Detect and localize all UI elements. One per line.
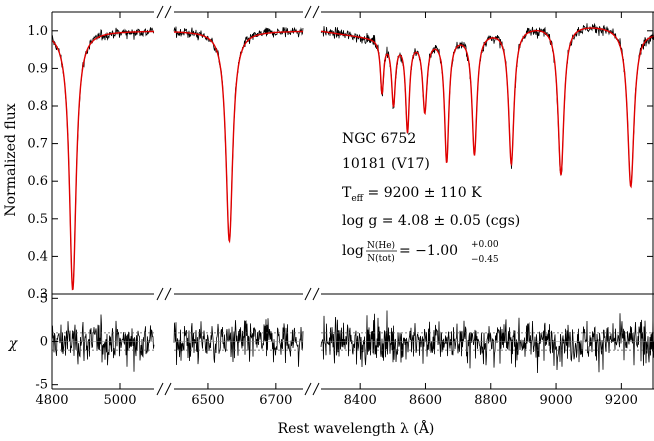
annotation-logg: log g = 4.08 ± 0.05 (cgs)	[342, 213, 520, 229]
break-mark	[304, 287, 312, 301]
parameter-annotations: NGC 6752 10181 (V17) Teff = 9200 ± 110 K…	[342, 131, 520, 265]
y-tick-label-flux: 0.5	[27, 212, 48, 227]
observed-spectrum-line	[320, 22, 654, 187]
x-tick-label: 4800	[35, 393, 68, 408]
model-spectrum-line	[320, 27, 654, 189]
y-tick-label-flux: 1.0	[27, 24, 48, 39]
residual-line	[173, 318, 304, 367]
y-tick-label-chi: -5	[35, 378, 48, 393]
abundance-minus: −0.45	[471, 255, 499, 265]
x-tick-label: 8400	[344, 393, 377, 408]
x-tick-label: 6500	[191, 393, 224, 408]
break-mark	[164, 382, 172, 396]
x-tick-label: 8600	[409, 393, 442, 408]
y-tick-label-flux: 0.7	[27, 137, 48, 152]
residual-line	[51, 314, 155, 372]
residual-line	[320, 310, 654, 374]
annotation-abundance: log N(He) N(tot) = −1.00 +0.00 −0.45	[342, 240, 499, 265]
break-mark	[156, 287, 164, 301]
break-mark	[304, 5, 312, 19]
observed-spectrum-line	[51, 27, 155, 290]
abundance-prefix: log	[342, 243, 364, 259]
observed-spectrum-line	[173, 26, 304, 241]
x-tick-label: 5000	[103, 393, 136, 408]
y-axis-title-chi: χ	[8, 336, 19, 352]
y-tick-label-flux: 0.4	[27, 249, 48, 264]
break-mark	[156, 5, 164, 19]
break-mark	[164, 5, 172, 19]
abundance-plus: +0.00	[471, 240, 499, 250]
x-axis-title: Rest wavelength λ (Å)	[278, 419, 435, 437]
break-mark	[156, 382, 164, 396]
x-tick-label: 8800	[474, 393, 507, 408]
model-spectrum-line	[174, 30, 303, 244]
break-mark	[312, 5, 320, 19]
axis-ticks: 4800 5000 6500 6700 8400 8600 8800 9000 9200 0.3 0…	[27, 12, 653, 408]
break-mark	[312, 287, 320, 301]
y-tick-label-flux: 0.9	[27, 61, 48, 76]
y-tick-label-chi: 0	[40, 335, 48, 350]
axis-break-marks	[156, 5, 320, 396]
x-tick-label: 6700	[259, 393, 292, 408]
panels	[51, 11, 654, 390]
annotation-teff: Teff = 9200 ± 110 K	[342, 185, 482, 204]
annotation-star: 10181 (V17)	[342, 156, 430, 172]
y-axis-title-flux: Normalized flux	[3, 103, 19, 216]
abundance-numerator: N(He)	[367, 240, 395, 251]
y-tick-label-flux: 0.6	[27, 174, 48, 189]
model-spectrum-line	[51, 30, 154, 291]
y-tick-label-flux: 0.3	[27, 287, 48, 302]
abundance-value: = −1.00	[399, 243, 458, 259]
break-mark	[312, 382, 320, 396]
break-mark	[164, 287, 172, 301]
break-mark	[304, 382, 312, 396]
y-tick-label-flux: 0.8	[27, 99, 48, 114]
abundance-denominator: N(tot)	[367, 253, 395, 264]
annotation-cluster: NGC 6752	[342, 131, 416, 147]
x-tick-label: 9200	[605, 393, 638, 408]
y-tick-label-chi: 5	[40, 291, 48, 306]
x-tick-label: 9000	[540, 393, 573, 408]
